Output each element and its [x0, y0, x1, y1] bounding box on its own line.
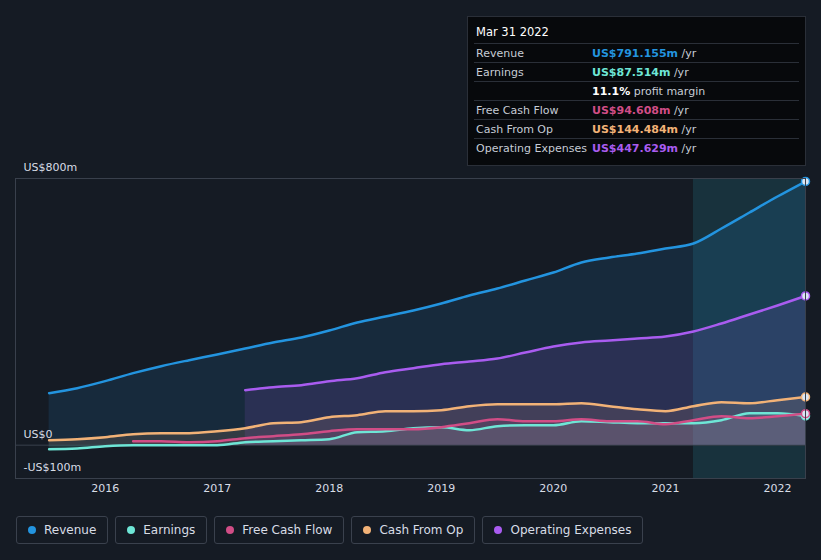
- svg-text:US$0: US$0: [24, 428, 53, 441]
- html-text:Earnings: Earnings: [143, 523, 196, 537]
- html-text:Revenue: Revenue: [476, 47, 524, 60]
- html-text:US$791.155m /yr: US$791.155m /yr: [592, 47, 697, 60]
- html-text:Cash From Op: Cash From Op: [476, 123, 553, 136]
- html-text:Operating Expenses: Operating Expenses: [476, 142, 587, 155]
- svg-text:2018: 2018: [315, 482, 343, 495]
- svg-text:2017: 2017: [203, 482, 231, 495]
- svg-text:2016: 2016: [91, 482, 119, 495]
- html-text:Cash From Op: Cash From Op: [379, 523, 464, 537]
- html-text:US$94.608m /yr: US$94.608m /yr: [592, 104, 689, 117]
- html-text:Operating Expenses: Operating Expenses: [510, 523, 632, 537]
- html-text:11.1% profit margin: 11.1% profit margin: [592, 85, 706, 98]
- html-text:Free Cash Flow: Free Cash Flow: [476, 104, 559, 117]
- svg-text:2021: 2021: [651, 482, 679, 495]
- html-text:US$87.514m /yr: US$87.514m /yr: [592, 66, 689, 79]
- html-text:Free Cash Flow: Free Cash Flow: [242, 523, 333, 537]
- svg-text:2020: 2020: [539, 482, 567, 495]
- html-text:Revenue: Revenue: [44, 523, 97, 537]
- svg-text:US$800m: US$800m: [24, 161, 78, 174]
- svg-text:2019: 2019: [427, 482, 455, 495]
- html-text:Earnings: Earnings: [476, 66, 524, 79]
- svg-text:-US$100m: -US$100m: [24, 461, 82, 474]
- html-text:US$447.629m /yr: US$447.629m /yr: [592, 142, 697, 155]
- html-text:Mar 31 2022: Mar 31 2022: [476, 25, 549, 39]
- svg-text:2022: 2022: [763, 482, 791, 495]
- html-text:US$144.484m /yr: US$144.484m /yr: [592, 123, 697, 136]
